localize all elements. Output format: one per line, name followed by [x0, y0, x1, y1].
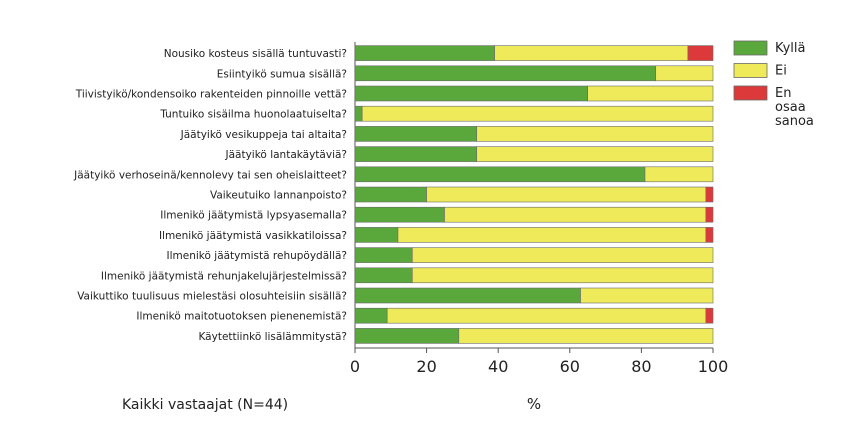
bar-segment-ei: [444, 206, 707, 223]
bar-segment-ei: [411, 247, 714, 263]
bar-segment-kyllä: [354, 85, 588, 102]
category-labels: Nousiko kosteus sisällä tuntuvasti? Esiin…: [73, 48, 347, 343]
x-tick-label: 80: [631, 357, 651, 376]
bar-segment-ei: [580, 287, 714, 304]
bar-segment-kyllä: [354, 227, 399, 243]
bar-segment-ei: [397, 227, 707, 243]
bar-segment-ei: [476, 126, 714, 142]
bar-segment-kyllä: [354, 105, 363, 122]
category-label: Tuntuiko sisäilma huonolaatuiselta?: [159, 109, 347, 121]
bar-segment-kyllä: [354, 287, 581, 304]
legend-label: sanoa: [775, 114, 814, 129]
bar-segment-kyllä: [354, 307, 388, 324]
x-tick-label: 60: [560, 357, 580, 376]
bar-segment-ei: [386, 307, 707, 324]
chart-bars: [354, 45, 714, 344]
category-label: Tiivistyikö/kondensoiko rakenteiden pinn…: [75, 89, 347, 101]
bar-segment-ei: [644, 166, 714, 183]
bar-segment-ei: [587, 85, 714, 102]
footnote: Kaikki vastaajat (N=44): [122, 397, 288, 413]
category-label: Ilmenikö jäätymistä rehupöydällä?: [167, 250, 347, 262]
legend-label: Ei: [775, 64, 787, 79]
bar-segment-kyllä: [354, 186, 427, 203]
bar-segment-en-osaa-sanoa: [705, 227, 714, 243]
bar-segment-ei: [426, 186, 707, 203]
bar-segment-kyllä: [354, 166, 646, 183]
x-tick-label: 20: [416, 357, 436, 376]
bar-segment-kyllä: [354, 247, 413, 263]
x-axis-title: %: [527, 395, 541, 413]
x-axis: 0 20 40 60 80 100: [350, 347, 729, 376]
legend-label: Kyllä: [775, 41, 805, 56]
legend-label: En: [775, 86, 791, 101]
x-tick-label: 100: [698, 357, 729, 376]
x-tick-label: 40: [488, 357, 508, 376]
legend-swatch: [733, 85, 768, 101]
category-label: Ilmenikö jäätymistä lypsyasemalla?: [160, 210, 347, 222]
bar-segment-ei: [655, 65, 714, 82]
bar-segment-en-osaa-sanoa: [687, 45, 714, 61]
bar-segment-kyllä: [354, 267, 413, 284]
category-label: Esiintyikö sumua sisällä?: [217, 68, 347, 80]
bar-segment-ei: [494, 45, 689, 61]
bar-segment-kyllä: [354, 45, 495, 61]
category-label: Käytettiinkö lisälämmitystä?: [198, 331, 347, 343]
bar-segment-kyllä: [354, 126, 478, 142]
bar-segment-en-osaa-sanoa: [705, 307, 714, 324]
legend-swatch: [733, 63, 768, 78]
category-label: Ilmenikö maitotuotoksen pienenemistä?: [136, 311, 347, 323]
category-label: Jäätyikö verhoseinä/kennolevy tai sen oh…: [73, 169, 347, 181]
legend-swatch: [733, 40, 768, 56]
bar-segment-kyllä: [354, 65, 657, 82]
bar-segment-en-osaa-sanoa: [705, 206, 714, 223]
category-label: Ilmenikö jäätymistä vasikkatiloissa?: [159, 230, 347, 242]
legend-label: osaa: [775, 100, 806, 115]
category-label: Vaikuttiko tuulisuus mielestäsi olosuhte…: [77, 291, 347, 303]
bar-segment-kyllä: [354, 206, 445, 223]
category-label: Ilmenikö jäätymistä rehunjakelujärjestel…: [101, 270, 347, 282]
bar-segment-kyllä: [354, 146, 478, 162]
category-label: Nousiko kosteus sisällä tuntuvasti?: [164, 48, 347, 60]
category-label: Vaikeutuiko lannanpoisto?: [210, 190, 347, 202]
category-label: Jäätyikö vesikuppeja tai altaita?: [180, 129, 347, 141]
bar-segment-kyllä: [354, 328, 460, 344]
bar-segment-ei: [361, 105, 714, 122]
x-tick-label: 0: [350, 357, 360, 376]
bar-segment-ei: [476, 146, 714, 162]
bar-segment-ei: [458, 328, 714, 344]
bar-segment-en-osaa-sanoa: [705, 186, 714, 203]
bar-segment-ei: [411, 267, 714, 284]
category-label: Jäätyikö lantakäytäviä?: [225, 149, 347, 161]
